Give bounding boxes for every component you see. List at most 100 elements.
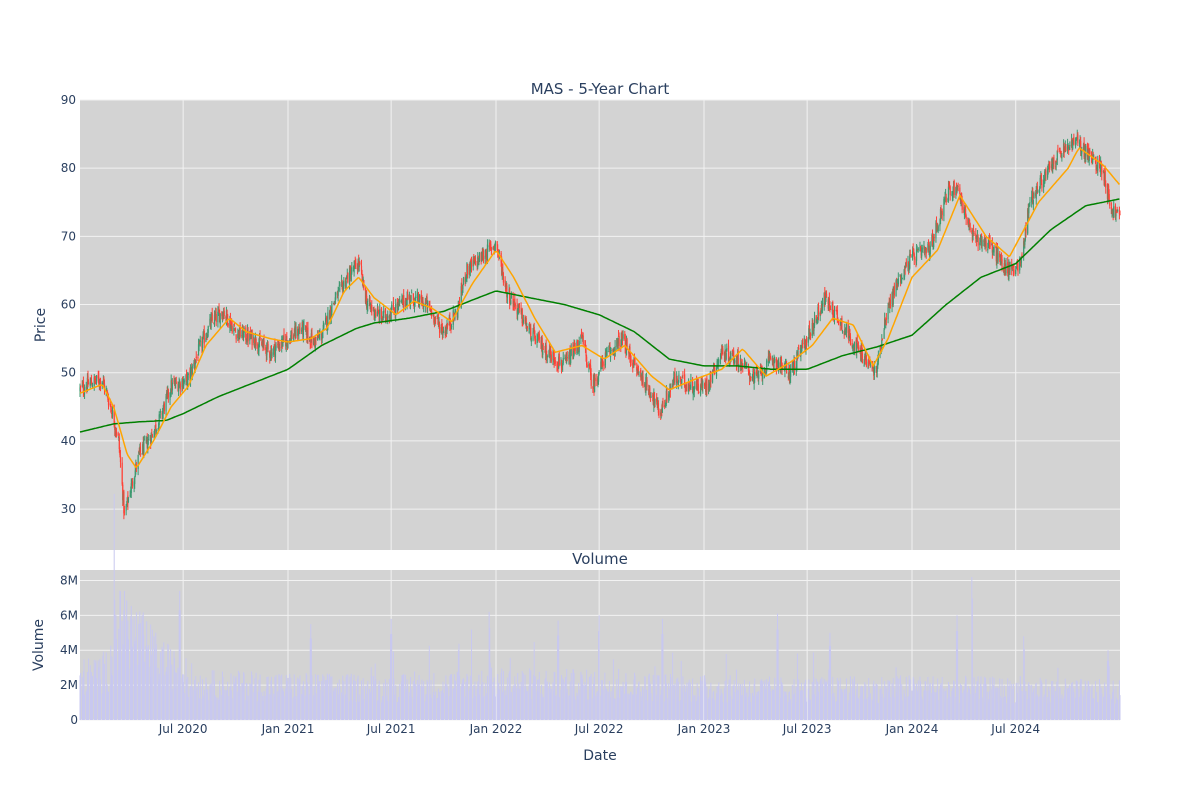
volume-bar xyxy=(688,682,690,720)
candle-body-up xyxy=(638,372,640,373)
volume-bar xyxy=(578,682,580,720)
volume-bar xyxy=(460,686,462,720)
volume-bar xyxy=(1092,699,1094,720)
volume-bar xyxy=(174,672,176,720)
volume-bar xyxy=(1105,686,1107,720)
volume-bar xyxy=(731,699,733,720)
volume-bar xyxy=(857,698,859,720)
volume-bar xyxy=(975,687,977,720)
candle-body-down xyxy=(775,358,777,369)
volume-bar xyxy=(414,671,416,720)
candle-body-down xyxy=(1109,202,1111,206)
volume-bar xyxy=(600,680,602,720)
volume-bar xyxy=(436,698,438,720)
candle-body-down xyxy=(1114,205,1117,218)
volume-bar xyxy=(235,676,237,720)
volume-bar xyxy=(824,696,826,720)
volume-bar xyxy=(520,681,522,720)
volume-bar xyxy=(94,668,96,720)
volume-bar xyxy=(202,695,204,720)
volume-bar xyxy=(929,684,931,720)
candle-body-up xyxy=(79,387,81,391)
volume-bar xyxy=(632,695,634,720)
candle-body-down xyxy=(977,236,979,246)
x-tick-label: Jul 2022 xyxy=(574,722,624,736)
volume-bar xyxy=(431,698,433,720)
volume-bar xyxy=(794,693,796,720)
candle-body-down xyxy=(1108,194,1110,201)
volume-bar xyxy=(493,677,495,720)
candle-body-down xyxy=(286,336,288,341)
volume-bar xyxy=(709,698,711,720)
candle-body-up xyxy=(1066,143,1069,150)
volume-bar xyxy=(660,689,662,720)
volume-bar xyxy=(107,691,109,720)
volume-bar xyxy=(605,694,607,720)
candle-body-down xyxy=(682,375,684,376)
volume-bar xyxy=(127,620,129,720)
volume-bar xyxy=(985,683,987,720)
volume-bar xyxy=(139,611,141,720)
volume-bar xyxy=(358,701,360,720)
candle-body-up xyxy=(460,286,462,308)
candle-body-up xyxy=(800,347,803,350)
candle-body-down xyxy=(968,219,971,224)
candle-body-down xyxy=(941,211,943,215)
volume-bar xyxy=(243,672,245,720)
candle-body-up xyxy=(454,311,457,312)
volume-bar xyxy=(578,689,580,720)
volume-bar xyxy=(594,671,596,720)
volume-bar xyxy=(302,694,304,720)
volume-bar xyxy=(652,674,654,720)
volume-bar xyxy=(501,668,503,720)
candle-body-down xyxy=(712,371,714,372)
volume-bar xyxy=(183,674,185,720)
candle-body-up xyxy=(820,304,822,313)
candle-body-up xyxy=(955,187,957,196)
volume-bar xyxy=(369,693,371,720)
candle-body-down xyxy=(553,352,555,362)
volume-bar xyxy=(371,675,373,720)
volume-bar xyxy=(206,682,208,720)
candle-body-up xyxy=(210,317,212,329)
volume-bar xyxy=(889,697,891,720)
volume-bar xyxy=(995,687,997,720)
candle-body-down xyxy=(313,337,315,341)
volume-y-tick-label: 0 xyxy=(70,713,78,727)
volume-bar xyxy=(1020,698,1022,720)
candle-body-down xyxy=(441,327,444,335)
candle-body-up xyxy=(916,250,918,252)
volume-bar xyxy=(877,702,879,720)
candle-body-up xyxy=(171,382,173,391)
volume-bar xyxy=(945,687,947,720)
candle-body-up xyxy=(945,193,947,195)
volume-bar xyxy=(187,697,189,720)
candle-body-down xyxy=(403,295,405,307)
candle-body-up xyxy=(943,199,945,217)
candle-body-up xyxy=(598,371,600,374)
volume-bar xyxy=(927,676,929,720)
volume-bar xyxy=(231,698,233,720)
volume-bar xyxy=(908,675,910,720)
volume-bar xyxy=(1005,703,1007,720)
candle-body-down xyxy=(590,373,592,386)
candle-body-up xyxy=(335,293,337,295)
candle-body-up xyxy=(1068,146,1070,149)
volume-bar xyxy=(606,691,608,720)
volume-bar xyxy=(784,696,786,720)
volume-bar xyxy=(1093,698,1095,720)
candle-body-down xyxy=(99,380,102,387)
candle-body-down xyxy=(525,318,527,329)
candle-body-up xyxy=(367,303,369,306)
volume-bar xyxy=(693,700,695,720)
volume-bar xyxy=(1113,689,1115,720)
volume-bar xyxy=(596,692,598,720)
volume-bar xyxy=(201,698,203,720)
candle-body-down xyxy=(770,357,772,360)
volume-bar xyxy=(618,697,620,720)
volume-bar xyxy=(194,691,196,720)
volume-bar xyxy=(937,678,939,720)
candle-body-up xyxy=(376,309,379,317)
volume-bar xyxy=(577,699,579,720)
volume-bar xyxy=(676,697,678,720)
